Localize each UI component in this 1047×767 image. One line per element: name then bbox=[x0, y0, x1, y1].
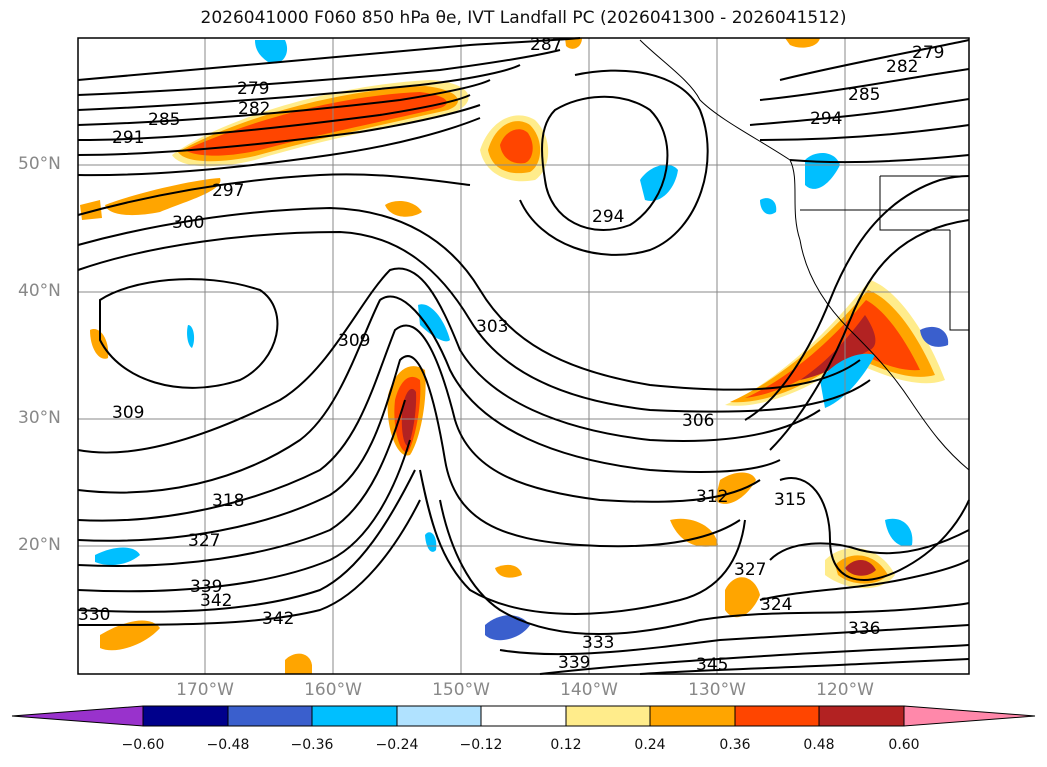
colorbar-tick: 0.60 bbox=[888, 737, 920, 753]
contour-label: 339 bbox=[558, 653, 590, 673]
colorbar-tick: −0.60 bbox=[121, 737, 165, 753]
contour-label: 342 bbox=[200, 591, 232, 611]
colorbar-tick: 0.24 bbox=[634, 737, 666, 753]
contour-label: 282 bbox=[886, 57, 918, 77]
contour-label: 333 bbox=[582, 633, 614, 653]
contour-label: 285 bbox=[148, 110, 180, 130]
contour-label: 318 bbox=[212, 491, 244, 511]
contour-label: 324 bbox=[760, 595, 792, 615]
contour-label: 279 bbox=[912, 43, 944, 63]
colorbar-tick: −0.48 bbox=[206, 737, 250, 753]
contour-label: 297 bbox=[212, 181, 244, 201]
coastlines bbox=[639, 39, 970, 471]
colorbar bbox=[11, 705, 1036, 727]
contour-label: 336 bbox=[848, 619, 880, 639]
colorbar-tick: 0.36 bbox=[719, 737, 751, 753]
contour-label: 294 bbox=[810, 109, 842, 129]
contour-label: 300 bbox=[172, 213, 204, 233]
contour-label: 345 bbox=[696, 655, 728, 675]
contour-label: 306 bbox=[682, 411, 714, 431]
contour-label: 309 bbox=[338, 331, 370, 351]
lat-label: 30°N bbox=[18, 408, 61, 428]
contour-label: 285 bbox=[848, 85, 880, 105]
graticule bbox=[78, 38, 969, 674]
lon-label: 140°W bbox=[560, 680, 618, 700]
colorbar-extend-low bbox=[11, 705, 144, 727]
contour-labels: 279 282 285 291 297 300 309 303 306 294 … bbox=[78, 35, 944, 675]
lon-label: 120°W bbox=[816, 680, 874, 700]
contour-label: 287 bbox=[530, 35, 562, 55]
map-frame bbox=[77, 37, 970, 675]
colorbar-tick: −0.24 bbox=[375, 737, 419, 753]
lon-label: 160°W bbox=[304, 680, 362, 700]
contour-label: 327 bbox=[188, 531, 220, 551]
contour-label: 342 bbox=[262, 609, 294, 629]
contour-label: 279 bbox=[237, 79, 269, 99]
contour-label: 315 bbox=[774, 490, 806, 510]
contour-label: 309 bbox=[112, 403, 144, 423]
lat-label: 20°N bbox=[18, 535, 61, 555]
contour-label: 327 bbox=[734, 560, 766, 580]
contour-label: 312 bbox=[696, 487, 728, 507]
lon-label: 150°W bbox=[432, 680, 490, 700]
lon-label: 130°W bbox=[688, 680, 746, 700]
contour-label: 303 bbox=[476, 317, 508, 337]
contour-label: 291 bbox=[112, 128, 144, 148]
contour-label: 330 bbox=[78, 605, 110, 625]
contour-label: 294 bbox=[592, 207, 624, 227]
colorbar-tick: −0.12 bbox=[459, 737, 503, 753]
lat-label: 50°N bbox=[18, 154, 61, 174]
colorbar-extend-high bbox=[903, 705, 1036, 727]
contour-label: 282 bbox=[238, 99, 270, 119]
colorbar-tick: 0.12 bbox=[550, 737, 582, 753]
lon-label: 170°W bbox=[176, 680, 234, 700]
theta-e-contours bbox=[77, 37, 970, 675]
lat-label: 40°N bbox=[18, 281, 61, 301]
contour-label: 339 bbox=[190, 577, 222, 597]
map-title: 2026041000 F060 850 hPa θe, IVT Landfall… bbox=[200, 8, 847, 28]
colorbar-tick: −0.36 bbox=[290, 737, 334, 753]
colorbar-tick: 0.48 bbox=[803, 737, 835, 753]
